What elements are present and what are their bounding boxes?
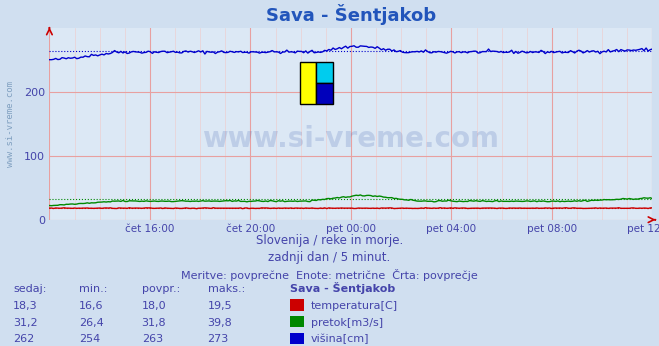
Text: 262: 262 <box>13 334 34 344</box>
Text: 263: 263 <box>142 334 163 344</box>
Text: 273: 273 <box>208 334 229 344</box>
FancyBboxPatch shape <box>316 83 333 104</box>
Title: Sava - Šentjakob: Sava - Šentjakob <box>266 4 436 25</box>
Text: 254: 254 <box>79 334 100 344</box>
Text: 18,0: 18,0 <box>142 301 166 311</box>
Text: pretok[m3/s]: pretok[m3/s] <box>311 318 383 328</box>
Text: 39,8: 39,8 <box>208 318 233 328</box>
FancyBboxPatch shape <box>300 62 316 104</box>
Text: Sava - Šentjakob: Sava - Šentjakob <box>290 282 395 294</box>
Text: www.si-vreme.com: www.si-vreme.com <box>202 125 500 153</box>
Text: višina[cm]: višina[cm] <box>311 334 370 344</box>
Text: zadnji dan / 5 minut.: zadnji dan / 5 minut. <box>268 251 391 264</box>
Text: sedaj:: sedaj: <box>13 284 47 294</box>
Text: povpr.:: povpr.: <box>142 284 180 294</box>
Text: 26,4: 26,4 <box>79 318 104 328</box>
Text: 18,3: 18,3 <box>13 301 38 311</box>
Text: 16,6: 16,6 <box>79 301 103 311</box>
Text: Meritve: povprečne  Enote: metrične  Črta: povprečje: Meritve: povprečne Enote: metrične Črta:… <box>181 268 478 281</box>
FancyBboxPatch shape <box>316 62 333 83</box>
Text: temperatura[C]: temperatura[C] <box>311 301 398 311</box>
Text: 19,5: 19,5 <box>208 301 232 311</box>
Text: maks.:: maks.: <box>208 284 245 294</box>
Text: 31,8: 31,8 <box>142 318 166 328</box>
Text: 31,2: 31,2 <box>13 318 38 328</box>
Text: www.si-vreme.com: www.si-vreme.com <box>6 81 14 167</box>
Text: min.:: min.: <box>79 284 107 294</box>
Text: Slovenija / reke in morje.: Slovenija / reke in morje. <box>256 234 403 247</box>
